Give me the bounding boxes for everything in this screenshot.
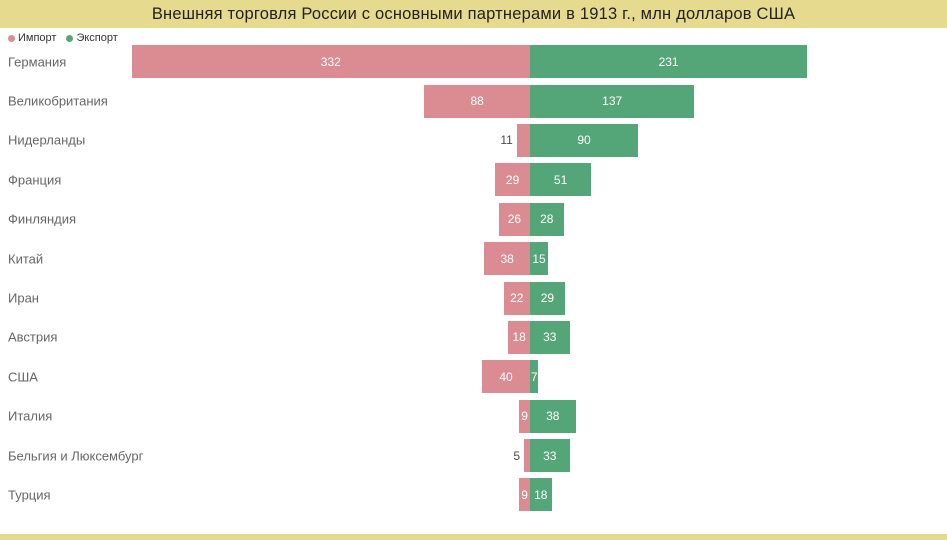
chart-row: Бельгия и Люксембург 5 33 — [0, 436, 947, 475]
chart-row: Китай 38 15 — [0, 239, 947, 278]
category-label: Турция — [8, 487, 51, 503]
category-label: Австрия — [8, 329, 58, 345]
legend-import-label: Импорт — [18, 32, 57, 44]
export-bar: 38 — [530, 399, 576, 433]
chart-row: Австрия 18 33 — [0, 318, 947, 357]
category-label: Китай — [8, 251, 44, 267]
import-bar: 88 — [424, 84, 530, 118]
import-bar: 332 — [131, 45, 530, 79]
chart-row: Италия 9 38 — [0, 397, 947, 436]
chart-legend: Импорт Экспорт — [8, 32, 118, 44]
export-bar: 33 — [530, 320, 570, 354]
chart-row: Великобритания 88 137 — [0, 81, 947, 120]
export-bar: 231 — [530, 45, 808, 79]
import-bar — [516, 123, 530, 157]
import-bar: 29 — [495, 163, 530, 197]
chart-area: Импорт Экспорт Германия 332 231 Великобрита… — [0, 28, 947, 534]
import-value-label: 11 — [500, 133, 513, 148]
chart-rows: Германия 332 231 Великобритания 88 137 Нидерла… — [0, 42, 947, 515]
export-bar: 7 — [530, 360, 539, 394]
category-label: Финляндия — [8, 211, 77, 227]
category-label: Иран — [8, 290, 39, 306]
category-label: Италия — [8, 408, 53, 424]
category-label: Великобритания — [8, 93, 108, 109]
export-bar: 90 — [530, 123, 638, 157]
import-bar: 9 — [519, 399, 530, 433]
category-label: Франция — [8, 172, 62, 188]
import-bar: 40 — [482, 360, 530, 394]
footer-strip — [0, 534, 947, 540]
category-label: Германия — [8, 54, 67, 70]
export-bar: 29 — [530, 281, 565, 315]
category-label: Бельгия и Люксембург — [8, 448, 144, 464]
import-bar: 26 — [498, 202, 530, 236]
export-bar: 33 — [530, 439, 570, 473]
chart-header: Внешняя торговля России с основными парт… — [0, 0, 947, 28]
chart-title: Внешняя торговля России с основными парт… — [151, 4, 796, 23]
export-bar: 15 — [530, 242, 548, 276]
import-bar: 9 — [519, 478, 530, 512]
chart-row: США 40 7 — [0, 357, 947, 396]
chart-row: Нидерланды 11 90 — [0, 121, 947, 160]
chart-row: Финляндия 26 28 — [0, 200, 947, 239]
import-legend-dot-icon — [8, 34, 15, 42]
chart-row: Германия 332 231 — [0, 42, 947, 81]
export-bar: 137 — [530, 84, 695, 118]
export-bar: 18 — [530, 478, 552, 512]
chart-row: Франция 29 51 — [0, 160, 947, 199]
legend-export-label: Экспорт — [76, 32, 118, 44]
legend-item-export: Экспорт — [66, 32, 118, 44]
import-bar — [524, 439, 530, 473]
category-label: США — [8, 369, 38, 385]
category-label: Нидерланды — [8, 132, 86, 148]
chart-row: Турция 9 18 — [0, 475, 947, 514]
chart-row: Иран 22 29 — [0, 278, 947, 317]
export-bar: 28 — [530, 202, 564, 236]
import-bar: 22 — [503, 281, 530, 315]
export-bar: 51 — [530, 163, 592, 197]
import-bar: 18 — [508, 320, 530, 354]
export-legend-dot-icon — [66, 34, 74, 42]
legend-item-import: Импорт — [8, 32, 56, 44]
import-bar: 38 — [484, 242, 530, 276]
import-value-label: 5 — [513, 448, 520, 463]
